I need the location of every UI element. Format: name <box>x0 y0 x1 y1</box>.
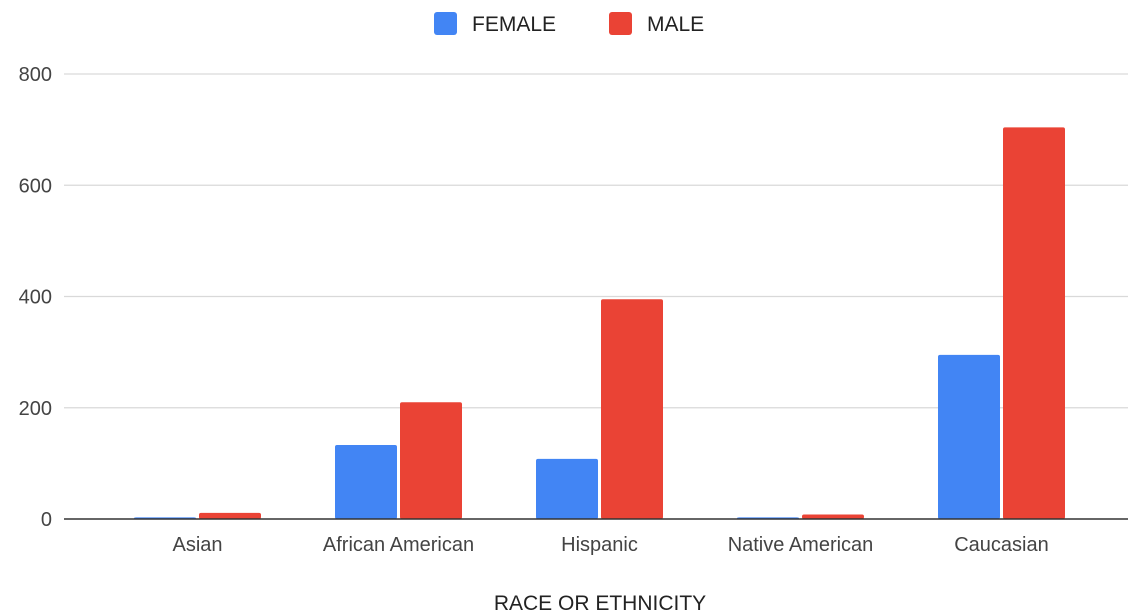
y-tick-label: 200 <box>19 398 52 420</box>
x-tick-label: Caucasian <box>954 534 1049 556</box>
bar-female-hispanic <box>536 458 598 519</box>
legend-swatch <box>434 12 457 35</box>
legend: FEMALE MALE <box>434 12 704 36</box>
x-tick-label: African American <box>323 534 474 556</box>
x-tick-label: Native American <box>728 534 874 556</box>
bar-male-caucasian <box>1003 127 1065 520</box>
y-axis-ticks: 0 200 400 600 800 <box>19 64 52 531</box>
y-tick-label: 600 <box>19 175 52 197</box>
x-axis-title: RACE OR ETHNICITY <box>494 592 706 615</box>
bars <box>134 127 1065 520</box>
y-tick-label: 400 <box>19 287 52 309</box>
legend-label: MALE <box>647 13 704 36</box>
bar-female-caucasian <box>938 354 1000 519</box>
x-axis-ticks: Asian African American Hispanic Native Amer… <box>172 534 1048 556</box>
legend-label: FEMALE <box>472 13 556 36</box>
bar-male-native-american <box>802 514 864 519</box>
bar-male-african-american <box>400 402 462 519</box>
bar-female-african-american <box>335 445 397 519</box>
bar-male-asian <box>199 512 261 519</box>
legend-item-female: FEMALE <box>434 12 556 36</box>
x-tick-label: Hispanic <box>561 534 638 556</box>
x-tick-label: Asian <box>172 534 222 556</box>
legend-item-male: MALE <box>609 12 704 36</box>
bar-male-hispanic <box>601 299 663 519</box>
legend-swatch <box>609 12 632 35</box>
y-tick-label: 0 <box>41 509 52 531</box>
y-tick-label: 800 <box>19 64 52 86</box>
